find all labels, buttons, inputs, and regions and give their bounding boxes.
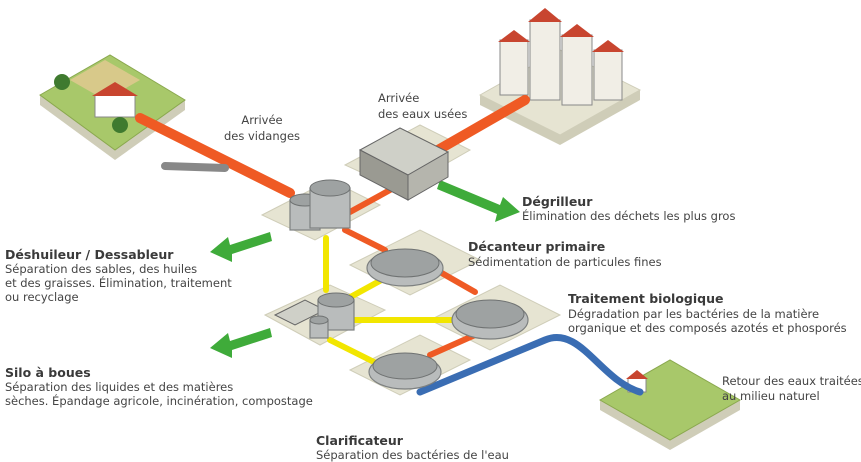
title: Silo à boues <box>5 365 91 380</box>
label: Dégradation par les bactéries de la mati… <box>568 307 819 321</box>
label: au milieu naturel <box>722 389 820 403</box>
label: Élimination des déchets les plus gros <box>522 208 735 223</box>
label: Arrivée <box>378 91 419 105</box>
title: Traitement biologique <box>568 291 723 306</box>
title: Décanteur primaire <box>468 239 605 254</box>
label: Séparation des sables, des huiles <box>5 262 197 276</box>
label: Séparation des liquides et des matières <box>5 380 233 394</box>
farm <box>40 55 185 160</box>
label: et des graisses. Élimination, traitement <box>5 275 232 290</box>
label: sèches. Épandage agricole, incinération,… <box>5 393 313 408</box>
label: ou recyclage <box>5 290 79 304</box>
label: organique et des composés azotés et phos… <box>568 321 847 335</box>
town <box>480 8 640 145</box>
label: Retour des eaux traitées <box>722 374 861 388</box>
title: Déshuileur / Dessableur <box>5 247 174 262</box>
label: des eaux usées <box>378 107 467 121</box>
label: Séparation des bactéries de l'eau <box>316 448 509 462</box>
label: des vidanges <box>224 129 300 143</box>
label: Sédimentation de particules fines <box>468 255 662 269</box>
label: Arrivée <box>241 113 282 127</box>
diagram: Arrivée des vidanges Arrivée des eaux us… <box>0 0 861 462</box>
title: Dégrilleur <box>522 194 593 209</box>
outfall <box>600 360 740 450</box>
title: Clarificateur <box>316 433 404 448</box>
